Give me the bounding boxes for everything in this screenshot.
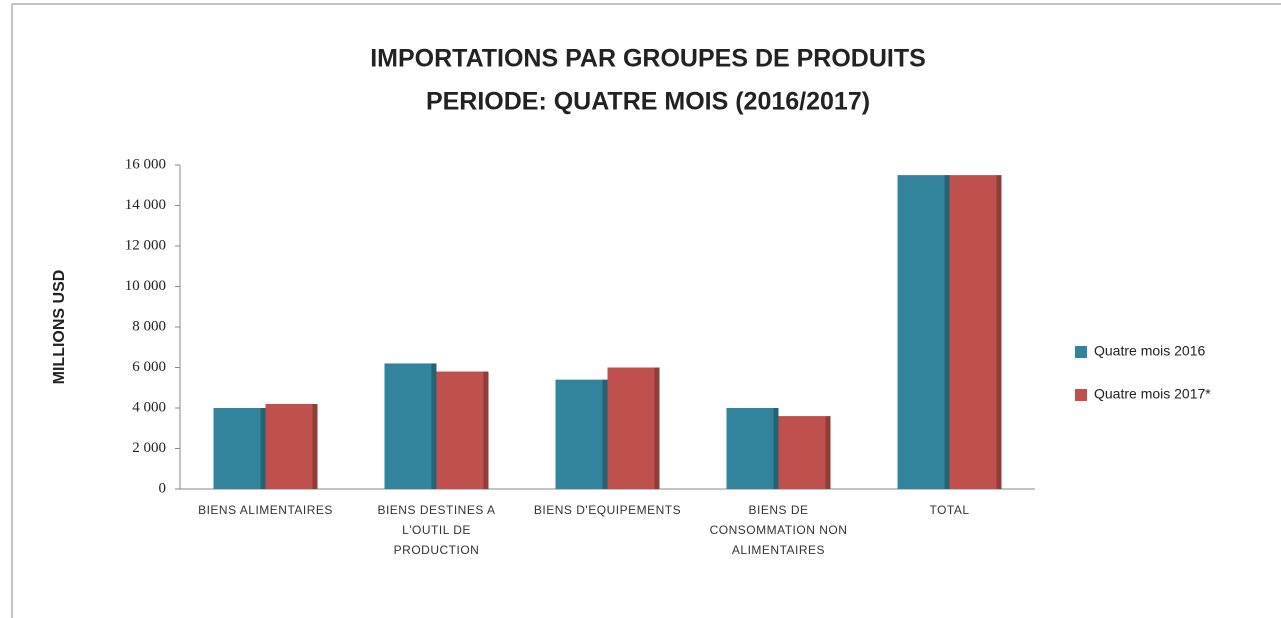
legend-label: Quatre mois 2016	[1094, 343, 1205, 359]
bar-shade	[602, 379, 608, 489]
bar	[436, 371, 489, 489]
bar	[384, 363, 437, 489]
bar	[213, 408, 266, 489]
bar-shade	[312, 403, 318, 489]
legend-label: Quatre mois 2017*	[1094, 386, 1211, 402]
bar-shade	[260, 408, 266, 489]
y-tick-label: 12 000	[125, 237, 166, 253]
bar-shade	[654, 367, 660, 489]
y-tick-label: 2 000	[132, 440, 166, 456]
bar	[555, 379, 608, 489]
bar-shade	[431, 363, 437, 489]
x-tick-label: BIENS DESTINES A L'OUTIL DE PRODUCTION	[377, 503, 496, 557]
y-tick-label: 8 000	[132, 318, 166, 334]
y-tick-label: 16 000	[125, 156, 166, 172]
bar	[607, 367, 660, 489]
chart-subtitle: PERIODE: QUATRE MOIS (2016/2017)	[426, 88, 870, 116]
y-tick-label: 0	[159, 480, 167, 496]
x-tick-label: BIENS DE CONSOMMATION NON ALIMENTAIRES	[709, 503, 848, 557]
bar-shade	[483, 371, 489, 489]
bar-shade	[773, 408, 779, 489]
bar	[897, 175, 950, 489]
bar-shade	[944, 175, 950, 489]
x-tick-label: BIENS ALIMENTAIRES	[198, 503, 333, 517]
bar-shade	[996, 175, 1002, 489]
y-tick-label: 14 000	[125, 197, 166, 213]
bar	[726, 408, 779, 489]
y-tick-label: 6 000	[132, 359, 166, 375]
x-tick-label: TOTAL	[929, 503, 970, 517]
y-axis-label: MILLIONS USD	[51, 270, 68, 385]
bar	[949, 175, 1002, 489]
legend-swatch	[1075, 389, 1087, 401]
y-tick-label: 4 000	[132, 399, 166, 415]
bar-shade	[825, 416, 831, 489]
y-tick-label: 10 000	[125, 278, 166, 294]
bar	[778, 416, 831, 489]
legend-swatch	[1075, 346, 1087, 358]
x-tick-label: BIENS D'EQUIPEMENTS	[533, 503, 682, 517]
chart-title: IMPORTATIONS PAR GROUPES DE PRODUITS	[370, 45, 926, 73]
bar	[265, 403, 318, 489]
